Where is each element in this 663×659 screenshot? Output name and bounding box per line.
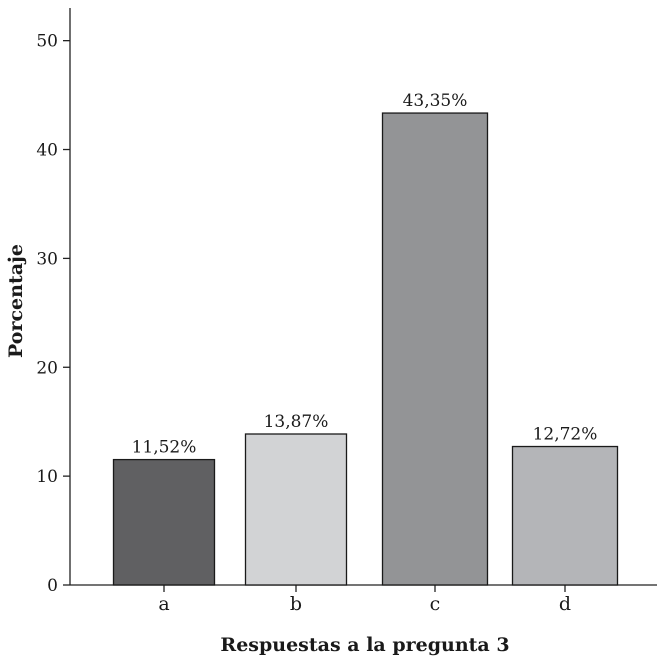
x-axis: a b c d <box>70 584 657 615</box>
x-tick-label-c: c <box>430 593 441 615</box>
y-tick-label: 0 <box>47 576 58 596</box>
y-tick-label: 30 <box>36 249 58 269</box>
data-label-d: 12,72% <box>533 425 598 445</box>
bars <box>112 112 619 586</box>
x-tick-label-b: b <box>290 593 302 615</box>
data-label-b: 13,87% <box>264 412 329 432</box>
bar-d <box>511 445 619 586</box>
y-tick-label: 10 <box>36 467 58 487</box>
bar-c <box>381 112 489 586</box>
y-tick-label: 20 <box>36 358 58 378</box>
bar-b <box>244 433 348 586</box>
data-labels: 11,52% 13,87% 43,35% 12,72% <box>132 91 598 458</box>
y-tick-label: 50 <box>36 32 58 52</box>
y-tick-label: 40 <box>36 141 58 161</box>
x-axis-label: Respuestas a la pregunta 3 <box>220 634 509 656</box>
x-tick-label-a: a <box>158 593 169 615</box>
bar-a <box>112 458 216 586</box>
y-axis-label: Porcentaje <box>5 244 27 358</box>
x-tick-label-d: d <box>559 593 571 615</box>
data-label-c: 43,35% <box>403 91 468 111</box>
y-axis: 0 10 20 30 40 50 <box>36 8 71 596</box>
data-label-a: 11,52% <box>132 438 197 458</box>
